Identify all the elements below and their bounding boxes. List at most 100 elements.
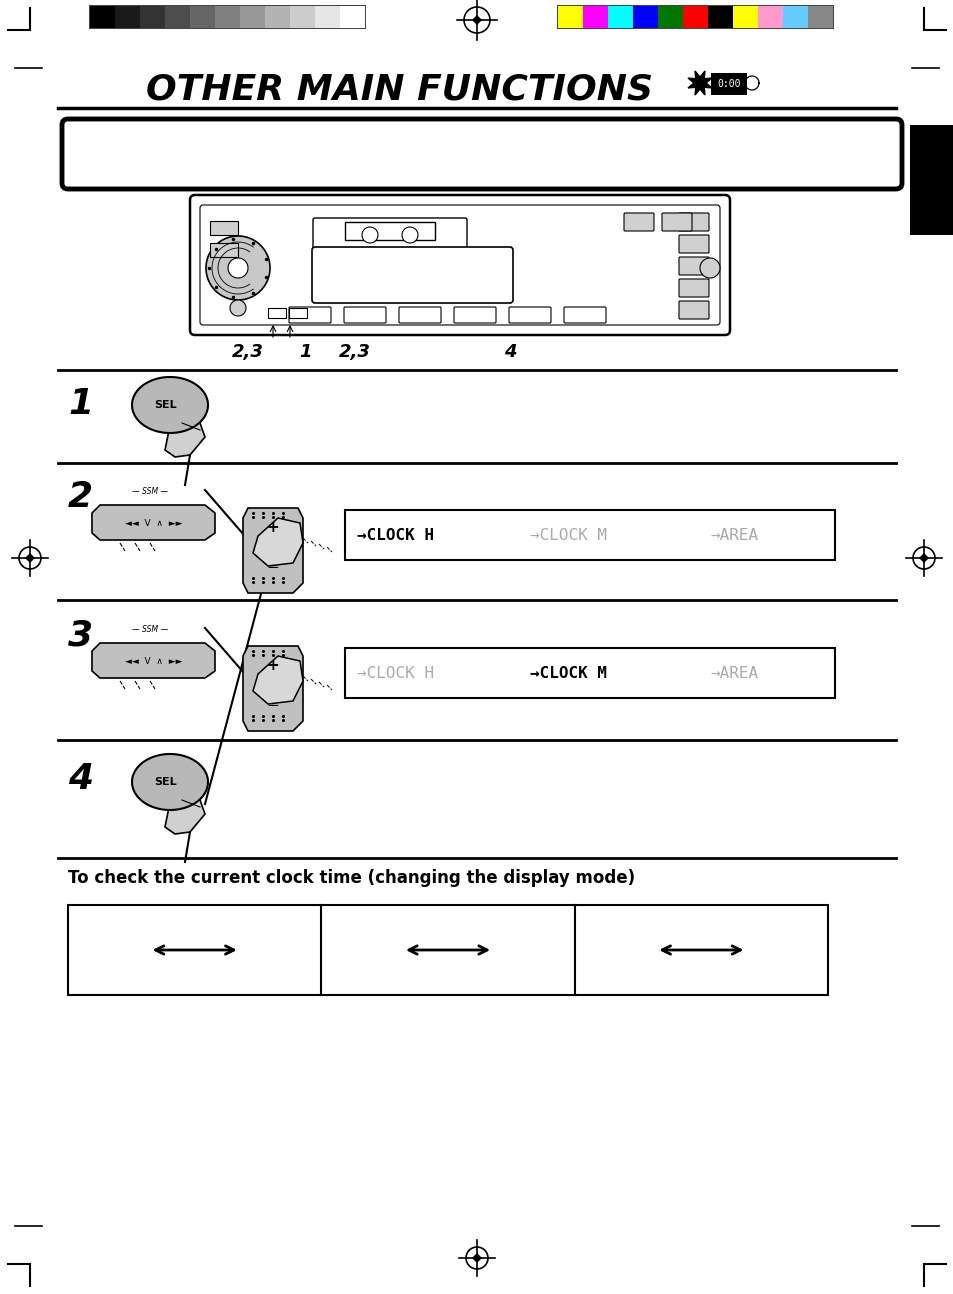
Text: 2,3: 2,3 bbox=[338, 343, 371, 361]
Text: −: − bbox=[266, 699, 279, 713]
Bar bbox=[289, 308, 307, 318]
Text: →AREA: →AREA bbox=[709, 665, 758, 681]
Bar bbox=[68, 905, 827, 995]
FancyBboxPatch shape bbox=[679, 280, 708, 298]
Text: →CLOCK H: →CLOCK H bbox=[356, 528, 434, 542]
Text: →CLOCK M: →CLOCK M bbox=[530, 528, 606, 542]
Text: →AREA: →AREA bbox=[709, 528, 758, 542]
Polygon shape bbox=[132, 754, 208, 810]
Polygon shape bbox=[91, 643, 214, 678]
Polygon shape bbox=[243, 646, 303, 731]
Text: — SSM —: — SSM — bbox=[132, 625, 168, 634]
FancyBboxPatch shape bbox=[679, 258, 708, 276]
Polygon shape bbox=[91, 505, 214, 540]
FancyBboxPatch shape bbox=[623, 214, 654, 232]
Bar bbox=[165, 6, 190, 28]
Bar bbox=[782, 6, 807, 28]
Bar bbox=[89, 5, 366, 28]
Polygon shape bbox=[361, 226, 377, 243]
Bar bbox=[240, 6, 265, 28]
Polygon shape bbox=[401, 226, 417, 243]
Bar bbox=[633, 6, 658, 28]
Polygon shape bbox=[253, 518, 303, 565]
Bar bbox=[339, 6, 365, 28]
FancyBboxPatch shape bbox=[289, 307, 331, 324]
Bar bbox=[607, 6, 633, 28]
Bar bbox=[682, 6, 707, 28]
Text: 1: 1 bbox=[68, 387, 93, 421]
FancyBboxPatch shape bbox=[398, 307, 440, 324]
Polygon shape bbox=[472, 1253, 481, 1263]
Bar bbox=[807, 6, 832, 28]
Text: 2,3: 2,3 bbox=[232, 343, 264, 361]
Polygon shape bbox=[25, 553, 35, 563]
FancyBboxPatch shape bbox=[454, 307, 496, 324]
Bar bbox=[314, 6, 339, 28]
Bar bbox=[658, 6, 682, 28]
FancyBboxPatch shape bbox=[313, 217, 467, 252]
Polygon shape bbox=[230, 300, 246, 316]
Text: SEL: SEL bbox=[154, 400, 177, 410]
FancyBboxPatch shape bbox=[563, 307, 605, 324]
Bar bbox=[345, 648, 834, 697]
FancyBboxPatch shape bbox=[190, 195, 729, 335]
Text: 3: 3 bbox=[68, 619, 93, 652]
Polygon shape bbox=[687, 71, 711, 94]
Text: 4: 4 bbox=[503, 343, 516, 361]
Text: To check the current clock time (changing the display mode): To check the current clock time (changin… bbox=[68, 870, 635, 886]
Bar bbox=[557, 5, 833, 28]
Bar bbox=[210, 221, 237, 236]
Polygon shape bbox=[132, 377, 208, 433]
Bar bbox=[582, 6, 607, 28]
Bar bbox=[732, 6, 758, 28]
Bar bbox=[909, 126, 953, 236]
Text: +: + bbox=[266, 659, 279, 673]
FancyBboxPatch shape bbox=[679, 302, 708, 320]
Bar bbox=[758, 6, 782, 28]
Bar bbox=[90, 6, 115, 28]
FancyBboxPatch shape bbox=[312, 247, 513, 303]
Polygon shape bbox=[918, 553, 928, 563]
Text: ◄◄  V  ∧  ►►: ◄◄ V ∧ ►► bbox=[125, 519, 183, 528]
Bar bbox=[558, 6, 582, 28]
Bar bbox=[190, 6, 214, 28]
Text: OTHER MAIN FUNCTIONS: OTHER MAIN FUNCTIONS bbox=[147, 72, 653, 107]
Bar bbox=[290, 6, 314, 28]
Polygon shape bbox=[253, 656, 303, 704]
Text: →CLOCK H: →CLOCK H bbox=[356, 665, 434, 681]
Text: →CLOCK M: →CLOCK M bbox=[530, 665, 606, 681]
Polygon shape bbox=[165, 792, 205, 835]
Bar bbox=[345, 510, 834, 560]
Bar bbox=[710, 72, 746, 94]
Polygon shape bbox=[206, 236, 270, 300]
Bar bbox=[707, 6, 732, 28]
Text: — SSM —: — SSM — bbox=[132, 488, 168, 497]
Bar bbox=[265, 6, 290, 28]
Text: ◄◄  V  ∧  ►►: ◄◄ V ∧ ►► bbox=[125, 656, 183, 665]
FancyBboxPatch shape bbox=[679, 236, 708, 254]
Text: 1: 1 bbox=[298, 343, 311, 361]
FancyBboxPatch shape bbox=[509, 307, 551, 324]
Bar bbox=[115, 6, 140, 28]
Text: −: − bbox=[266, 560, 279, 576]
Polygon shape bbox=[243, 509, 303, 593]
Bar bbox=[210, 243, 237, 258]
Text: 0:00: 0:00 bbox=[717, 79, 740, 89]
Text: 2: 2 bbox=[68, 480, 93, 514]
Text: SEL: SEL bbox=[154, 776, 177, 787]
Polygon shape bbox=[472, 16, 481, 25]
FancyBboxPatch shape bbox=[200, 204, 720, 325]
Bar bbox=[140, 6, 165, 28]
Bar bbox=[345, 223, 435, 239]
Bar bbox=[268, 308, 286, 318]
Polygon shape bbox=[165, 415, 205, 457]
Text: 4: 4 bbox=[68, 762, 93, 796]
FancyBboxPatch shape bbox=[344, 307, 386, 324]
Text: +: + bbox=[266, 520, 279, 536]
Bar bbox=[214, 6, 240, 28]
FancyBboxPatch shape bbox=[679, 214, 708, 232]
Polygon shape bbox=[700, 258, 720, 278]
FancyBboxPatch shape bbox=[661, 214, 691, 232]
Polygon shape bbox=[228, 258, 248, 278]
FancyBboxPatch shape bbox=[62, 119, 901, 189]
